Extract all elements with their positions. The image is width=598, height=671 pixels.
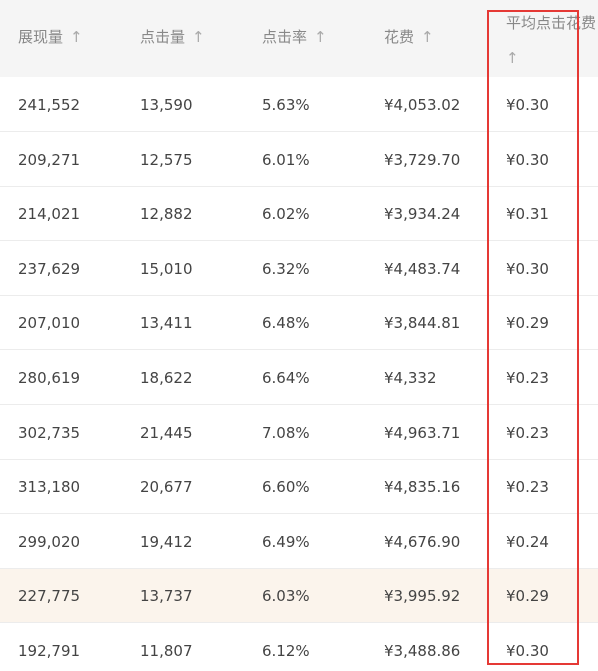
avg-cpc-cell: ¥0.30: [506, 259, 549, 278]
ctr-cell: 5.63%: [262, 96, 310, 114]
cost-cell: ¥4,835.16: [384, 478, 461, 497]
cost-cell: ¥3,729.70: [384, 150, 461, 169]
avg-cpc-cell: ¥0.30: [506, 642, 549, 660]
clicks-cell: 19,412: [140, 532, 193, 551]
table-row[interactable]: 241,552 13,590 5.63% ¥4,053.02 ¥0.30: [0, 78, 598, 132]
ctr-cell: 6.49%: [262, 532, 310, 551]
cost-cell: ¥4,483.74: [384, 259, 461, 278]
cost-cell: ¥4,963.71: [384, 423, 461, 442]
ctr-cell: 6.12%: [262, 642, 310, 660]
avg-cpc-cell: ¥0.23: [506, 369, 549, 387]
impressions-cell: 280,619: [18, 369, 81, 387]
impressions-cell: 302,735: [18, 423, 81, 442]
column-header-label: 平均点击花费: [506, 14, 596, 32]
column-header-label: 花费: [384, 28, 415, 46]
table-row[interactable]: 207,010 13,411 6.48% ¥3,844.81 ¥0.29: [0, 296, 598, 351]
ctr-cell: 6.02%: [262, 205, 310, 224]
ctr-cell: 6.03%: [262, 587, 310, 606]
clicks-cell: 12,575: [140, 150, 193, 169]
column-header-label: 展现量: [18, 28, 64, 46]
table-row[interactable]: 214,021 12,882 6.02% ¥3,934.24 ¥0.31: [0, 187, 598, 242]
avg-cpc-cell: ¥0.31: [506, 205, 549, 224]
clicks-cell: 20,677: [140, 478, 193, 497]
impressions-cell: 227,775: [18, 587, 81, 606]
column-header-label: 点击量: [140, 28, 186, 46]
cost-cell: ¥3,844.81: [384, 314, 461, 333]
clicks-cell: 15,010: [140, 259, 193, 278]
avg-cpc-cell: ¥0.23: [506, 423, 549, 442]
column-header-avg-cpc[interactable]: 平均点击花费 ↑: [506, 12, 596, 67]
clicks-cell: 21,445: [140, 423, 193, 442]
impressions-cell: 192,791: [18, 642, 81, 660]
cost-cell: ¥4,053.02: [384, 96, 461, 114]
clicks-cell: 11,807: [140, 642, 193, 660]
ctr-cell: 6.32%: [262, 259, 310, 278]
avg-cpc-cell: ¥0.29: [506, 314, 549, 333]
table-row[interactable]: 192,791 11,807 6.12% ¥3,488.86 ¥0.30: [0, 624, 598, 671]
clicks-cell: 12,882: [140, 205, 193, 224]
cost-cell: ¥3,995.92: [384, 587, 461, 606]
table-row[interactable]: 299,020 19,412 6.49% ¥4,676.90 ¥0.24: [0, 514, 598, 569]
avg-cpc-cell: ¥0.29: [506, 587, 549, 606]
table-row[interactable]: 209,271 12,575 6.01% ¥3,729.70 ¥0.30: [0, 132, 598, 187]
table-row[interactable]: 237,629 15,010 6.32% ¥4,483.74 ¥0.30: [0, 241, 598, 296]
table-row[interactable]: 227,775 13,737 6.03% ¥3,995.92 ¥0.29: [0, 569, 598, 624]
avg-cpc-cell: ¥0.30: [506, 96, 549, 114]
sort-arrow-icon[interactable]: ↑: [506, 49, 519, 67]
ctr-cell: 6.01%: [262, 150, 310, 169]
sort-arrow-icon[interactable]: ↑: [314, 28, 327, 46]
column-header-impressions[interactable]: 展现量 ↑: [18, 26, 83, 47]
cost-cell: ¥3,934.24: [384, 205, 461, 224]
impressions-cell: 207,010: [18, 314, 81, 333]
table-row[interactable]: 302,735 21,445 7.08% ¥4,963.71 ¥0.23: [0, 405, 598, 460]
impressions-cell: 214,021: [18, 205, 81, 224]
sort-arrow-icon[interactable]: ↑: [192, 28, 205, 46]
cost-cell: ¥4,332: [384, 369, 437, 387]
impressions-cell: 299,020: [18, 532, 81, 551]
table-row[interactable]: 313,180 20,677 6.60% ¥4,835.16 ¥0.23: [0, 460, 598, 515]
avg-cpc-cell: ¥0.23: [506, 478, 549, 497]
sort-arrow-icon[interactable]: ↑: [421, 28, 434, 46]
cost-cell: ¥3,488.86: [384, 642, 461, 660]
column-header-label: 点击率: [262, 28, 308, 46]
impressions-cell: 241,552: [18, 96, 81, 114]
impressions-cell: 313,180: [18, 478, 81, 497]
ctr-cell: 7.08%: [262, 423, 310, 442]
impressions-cell: 237,629: [18, 259, 81, 278]
ctr-cell: 6.64%: [262, 369, 310, 387]
column-header-cost[interactable]: 花费 ↑: [384, 26, 434, 47]
cost-cell: ¥4,676.90: [384, 532, 461, 551]
table-row[interactable]: 280,619 18,622 6.64% ¥4,332 ¥0.23: [0, 351, 598, 405]
clicks-cell: 13,737: [140, 587, 193, 606]
clicks-cell: 13,411: [140, 314, 193, 333]
sort-arrow-icon[interactable]: ↑: [70, 28, 83, 46]
ctr-cell: 6.60%: [262, 478, 310, 497]
avg-cpc-cell: ¥0.24: [506, 532, 549, 551]
clicks-cell: 18,622: [140, 369, 193, 387]
avg-cpc-cell: ¥0.30: [506, 150, 549, 169]
column-header-clicks[interactable]: 点击量 ↑: [140, 26, 205, 47]
impressions-cell: 209,271: [18, 150, 81, 169]
column-header-ctr[interactable]: 点击率 ↑: [262, 26, 327, 47]
table-header: 展现量 ↑ 点击量 ↑ 点击率 ↑ 花费 ↑ 平均点击花费 ↑: [0, 0, 598, 77]
clicks-cell: 13,590: [140, 96, 193, 114]
ctr-cell: 6.48%: [262, 314, 310, 333]
